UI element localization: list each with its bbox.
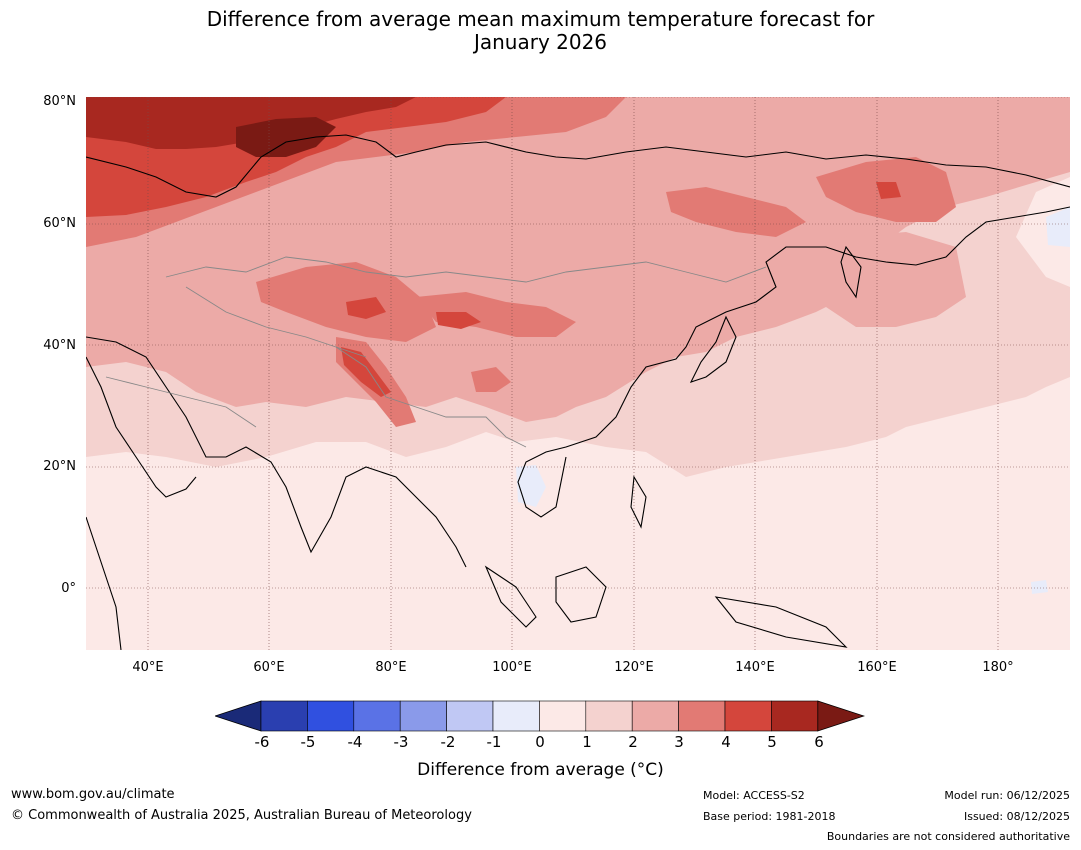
border-central-asia xyxy=(185,286,367,358)
contour-4-5c-mongolia xyxy=(436,312,481,329)
colorbar-tick: 0 xyxy=(535,733,545,751)
coast-borneo xyxy=(555,566,607,623)
colorbar-tick: 5 xyxy=(767,733,777,751)
border-russia-south xyxy=(165,256,767,283)
colorbar-tick: -5 xyxy=(300,733,316,751)
contour-2-3c-east xyxy=(786,232,966,327)
colorbar-segment xyxy=(307,700,355,732)
coast-arabia xyxy=(86,356,197,498)
coast-japan xyxy=(689,315,737,383)
colorbar-segment xyxy=(724,700,772,732)
lon-label-80e: 80°E xyxy=(375,660,407,675)
lon-label-40e: 40°E xyxy=(132,660,164,675)
lat-label-60n: 60°N xyxy=(43,216,76,231)
lon-label-160e: 160°E xyxy=(857,660,897,675)
contour-3-4c-siberia xyxy=(666,187,806,237)
colorbar-segment xyxy=(771,700,819,732)
colorbar-extend-low xyxy=(215,700,262,732)
coast-arctic xyxy=(86,134,1070,198)
lon-label-120e: 120°E xyxy=(614,660,654,675)
colorbar-segment xyxy=(260,700,308,732)
contour-5-6c-north xyxy=(86,97,416,149)
colorbar-segment xyxy=(353,700,401,732)
colorbar-label: Difference from average (°C) xyxy=(417,760,664,780)
colorbar-tick: 2 xyxy=(628,733,638,751)
coast-sumatra xyxy=(484,565,537,628)
colorbar-segment xyxy=(399,700,447,732)
contour-neg-indochina xyxy=(516,465,546,507)
colorbar-tick: -3 xyxy=(393,733,409,751)
lat-label-80n: 80°N xyxy=(43,94,76,109)
contour-6c-plus xyxy=(236,117,336,157)
footer-issued: Issued: 08/12/2025 xyxy=(963,810,1070,823)
coast-south-asia xyxy=(86,336,467,568)
contour-4-5c-kazakh xyxy=(346,297,386,319)
coastlines xyxy=(86,134,1070,650)
contour-3-4c-china xyxy=(471,367,511,392)
title-line-2: January 2026 xyxy=(473,30,608,54)
colorbar-tick: 6 xyxy=(814,733,824,751)
colorbar-extend-high xyxy=(817,700,865,732)
colorbar-segment xyxy=(631,700,679,732)
colorbar-tick: -4 xyxy=(347,733,363,751)
colorbar-segment xyxy=(446,700,494,732)
colorbar-tick: -6 xyxy=(254,733,270,751)
coast-pacific xyxy=(517,206,1070,518)
lat-label-20n: 20°N xyxy=(43,459,76,474)
graticule xyxy=(86,97,1070,650)
colorbar-segment xyxy=(539,700,587,732)
national-boundaries xyxy=(105,256,767,448)
border-middle-east xyxy=(105,376,257,428)
colorbar-segment xyxy=(678,700,726,732)
colorbar-tick: 3 xyxy=(674,733,684,751)
colorbar-tick: 4 xyxy=(721,733,731,751)
colorbar-tick: -2 xyxy=(440,733,456,751)
lat-label-0: 0° xyxy=(61,581,76,596)
title-line-1: Difference from average mean maximum tem… xyxy=(206,7,875,31)
colorbar-segment xyxy=(585,700,633,732)
lon-label-140e: 140°E xyxy=(735,660,775,675)
coast-africa xyxy=(86,516,122,650)
contour-neg-east xyxy=(1046,207,1070,247)
border-china-west xyxy=(335,346,527,448)
contour-4-5c-tibet xyxy=(341,347,391,397)
map-title: Difference from average mean maximum tem… xyxy=(0,8,1081,54)
lon-label-100e: 100°E xyxy=(492,660,532,675)
lon-label-60e: 60°E xyxy=(253,660,285,675)
colorbar-segment xyxy=(492,700,540,732)
coast-new-guinea xyxy=(714,596,848,648)
footer-model: Model: ACCESS-S2 xyxy=(703,789,805,802)
coast-kamchatka xyxy=(840,245,862,299)
contour-3-4c-mongolia xyxy=(416,292,576,337)
footer-disclaimer: Boundaries are not considered authoritat… xyxy=(826,830,1070,843)
footer-url[interactable]: www.bom.gov.au/climate xyxy=(11,787,175,802)
footer-copyright: © Commonwealth of Australia 2025, Austra… xyxy=(11,808,472,823)
lat-label-40n: 40°N xyxy=(43,338,76,353)
lon-label-180: 180° xyxy=(982,660,1014,675)
temperature-anomaly-map xyxy=(86,97,1070,650)
anomaly-contours xyxy=(86,97,1070,594)
coast-philippines xyxy=(630,475,647,529)
footer-model-run: Model run: 06/12/2025 xyxy=(944,789,1070,802)
colorbar-tick: -1 xyxy=(486,733,502,751)
contour-4-5c-chukotka xyxy=(876,182,901,199)
footer-base-period: Base period: 1981-2018 xyxy=(703,810,836,823)
colorbar xyxy=(215,700,865,732)
contour-neg-ocean xyxy=(1031,580,1048,594)
colorbar-tick: 1 xyxy=(582,733,592,751)
